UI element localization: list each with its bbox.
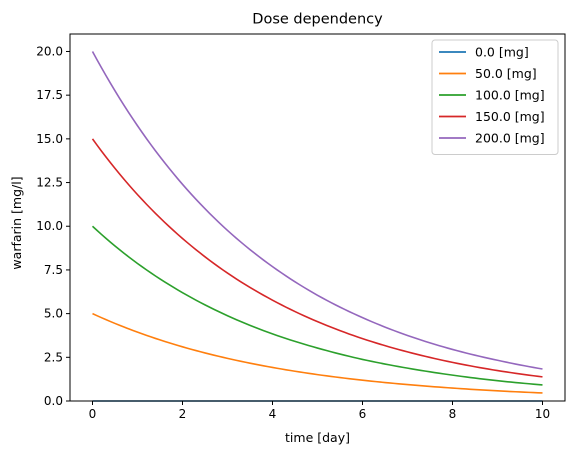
y-tick-label: 0.0 (44, 394, 63, 408)
y-tick-label: 5.0 (44, 307, 63, 321)
y-tick-label: 17.5 (36, 88, 63, 102)
legend-entry: 200.0 [mg] (475, 131, 545, 146)
x-tick-label: 0 (89, 407, 97, 421)
series-line-2 (91, 225, 543, 386)
x-tick-label: 8 (449, 407, 457, 421)
x-tick-label: 4 (269, 407, 277, 421)
x-axis-label: time [day] (285, 430, 350, 445)
chart-title: Dose dependency (252, 12, 383, 28)
x-tick-label: 2 (179, 407, 187, 421)
legend-entry: 50.0 [mg] (475, 66, 537, 81)
y-axis-label: warfarin [mg/l] (9, 176, 24, 269)
legend-box (431, 39, 559, 155)
y-tick-label: 12.5 (36, 176, 63, 190)
legend-entry: 100.0 [mg] (475, 88, 545, 103)
legend-entry: 0.0 [mg] (475, 45, 529, 60)
series-line-1 (92, 312, 543, 394)
legend: 0.0 [mg] 50.0 [mg] 100.0 [mg] 150.0 [mg] 200… (431, 39, 559, 155)
series-line-4 (91, 51, 543, 370)
x-tick-label: 6 (359, 407, 367, 421)
y-tick-label: 2.5 (44, 350, 63, 364)
plot-frame (69, 33, 566, 402)
y-tick-label: 20.0 (36, 44, 63, 58)
y-tick-label: 10.0 (36, 219, 63, 233)
legend-entry: 150.0 [mg] (475, 109, 545, 124)
plot-area (69, 33, 566, 402)
y-tick-label: 15.0 (36, 132, 63, 146)
y-axis: 0.0 2.5 5.0 7.5 10.0 12.5 15.0 17.5 20.0 (36, 44, 70, 408)
x-tick-label: 10 (535, 407, 550, 421)
x-axis: 0 2 4 6 8 10 (89, 401, 550, 421)
y-tick-label: 7.5 (44, 263, 63, 277)
series-line-3 (91, 138, 543, 378)
